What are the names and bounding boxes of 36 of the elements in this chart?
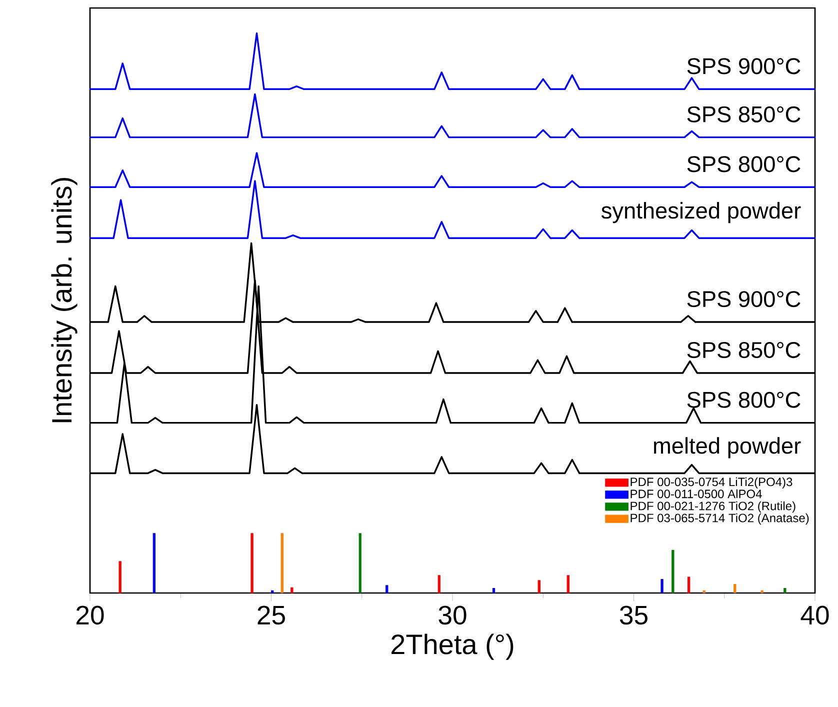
- bar: [118, 561, 122, 593]
- y-axis-title: Intensity (arb. units): [51, 178, 78, 422]
- series-label: SPS 800°C: [687, 156, 800, 172]
- bar: [438, 575, 440, 593]
- legend-label: PDF 00-021-1276 TiO2 (Rutile): [630, 501, 796, 513]
- bar: [280, 533, 284, 593]
- series-label: SPS 900°C: [687, 291, 800, 308]
- x-tick-label: 25: [258, 606, 285, 625]
- bar: [760, 590, 764, 593]
- bar: [688, 576, 690, 593]
- legend-label: PDF 00-011-0500 AlPO4: [630, 489, 762, 498]
- bar: [152, 533, 156, 593]
- x-tick-label: 20: [76, 606, 104, 625]
- bar: [492, 588, 496, 593]
- bar: [660, 579, 664, 593]
- x-axis-title: 2Theta (°): [392, 634, 514, 660]
- bar: [784, 588, 786, 593]
- bar: [250, 533, 254, 593]
- x-tick-label: 35: [620, 606, 648, 625]
- legend-label: PDF 03-065-5714 TiO2 (Anatase): [630, 513, 809, 525]
- bar: [672, 550, 674, 593]
- series-label: melted powder: [654, 437, 801, 458]
- bar: [386, 585, 388, 593]
- series-label: SPS 850°C: [687, 342, 800, 358]
- bar: [290, 587, 294, 593]
- series-label: SPS 850°C: [687, 106, 800, 122]
- series-label: SPS 900°C: [687, 58, 800, 74]
- series-label: SPS 800°C: [687, 392, 800, 408]
- x-tick-label: 40: [800, 606, 829, 625]
- series-label: synthesized powder: [601, 202, 801, 224]
- bar: [734, 584, 736, 593]
- x-tick-label: 30: [438, 606, 466, 625]
- bar: [538, 580, 540, 593]
- bar: [566, 575, 570, 593]
- bar: [358, 533, 362, 593]
- legend-label: PDF 00-035-0754 LiTi2(PO4)3: [630, 477, 792, 489]
